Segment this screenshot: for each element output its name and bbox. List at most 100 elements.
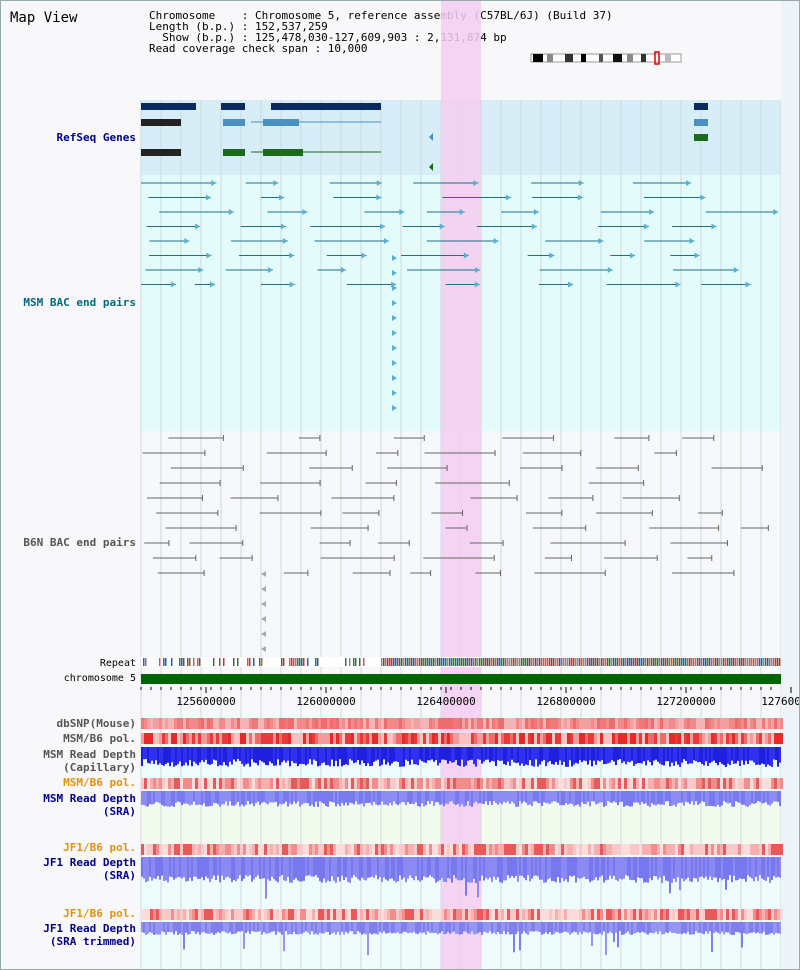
heat-cell bbox=[498, 718, 501, 729]
depth-bar bbox=[533, 747, 535, 767]
heat-cell bbox=[342, 718, 345, 729]
track-label-refseq[interactable]: RefSeq Genes bbox=[56, 131, 136, 144]
depth-bar bbox=[177, 922, 179, 935]
depth-bar bbox=[723, 747, 725, 766]
depth-bar bbox=[583, 857, 585, 877]
track-label-jf1-b6-pol-1[interactable]: JF1/B6 pol. bbox=[63, 841, 136, 854]
msm-bac-end bbox=[643, 223, 649, 230]
depth-bar bbox=[711, 747, 713, 762]
track-label-jf1-depth-trimmed[interactable]: JF1 Read Depth (SRA trimmed) bbox=[43, 922, 136, 948]
track-label-jf1-b6-pol-2[interactable]: JF1/B6 pol. bbox=[63, 907, 136, 920]
depth-bar bbox=[379, 922, 381, 932]
depth-bar bbox=[357, 791, 359, 805]
heat-cell bbox=[594, 733, 597, 744]
depth-bar bbox=[249, 791, 251, 805]
track-label-msm-bac[interactable]: MSM BAC end pairs bbox=[23, 296, 136, 309]
msm-bac-end bbox=[439, 223, 445, 230]
track-label-msm-b6-pol-1[interactable]: MSM/B6 pol. bbox=[63, 732, 136, 745]
heat-cell bbox=[402, 844, 405, 855]
heat-cell bbox=[693, 909, 696, 920]
heat-cell bbox=[393, 733, 396, 744]
heat-cell bbox=[318, 844, 321, 855]
repeat-element bbox=[427, 658, 429, 666]
repeat-element bbox=[413, 658, 415, 666]
depth-bar bbox=[329, 791, 331, 802]
depth-bar bbox=[367, 747, 369, 764]
msm-bac-end bbox=[392, 285, 397, 291]
depth-bar bbox=[763, 791, 765, 804]
heat-cell bbox=[261, 844, 264, 855]
depth-bar bbox=[741, 922, 743, 948]
depth-bar bbox=[603, 922, 605, 932]
repeat-element bbox=[459, 658, 461, 666]
depth-bar bbox=[443, 922, 445, 935]
depth-bar bbox=[707, 791, 709, 806]
heat-cell bbox=[624, 733, 627, 744]
heat-cell bbox=[354, 733, 357, 744]
depth-bar bbox=[327, 922, 329, 932]
track-label-msm-depth-sra[interactable]: MSM Read Depth (SRA) bbox=[43, 792, 136, 818]
depth-bar bbox=[625, 922, 627, 934]
depth-bar bbox=[645, 857, 647, 883]
track-label-jf1-depth-sra[interactable]: JF1 Read Depth (SRA) bbox=[43, 856, 136, 882]
heat-cell bbox=[696, 718, 699, 729]
depth-bar bbox=[307, 922, 309, 933]
heat-cell bbox=[288, 909, 291, 920]
heat-cell bbox=[444, 778, 447, 789]
depth-bar bbox=[195, 857, 197, 877]
depth-bar bbox=[577, 857, 579, 878]
depth-bar bbox=[439, 922, 441, 934]
depth-bar bbox=[321, 857, 323, 883]
repeat-element bbox=[401, 658, 403, 666]
depth-bar bbox=[639, 922, 641, 933]
depth-bar bbox=[569, 747, 571, 761]
depth-bar bbox=[253, 857, 255, 880]
heat-cell bbox=[291, 718, 294, 729]
heat-cell bbox=[315, 844, 318, 855]
heat-cell bbox=[351, 844, 354, 855]
heat-cell bbox=[471, 778, 474, 789]
heat-cell bbox=[549, 844, 552, 855]
track-label-dbsnp[interactable]: dbSNP(Mouse) bbox=[56, 717, 136, 730]
gene-block bbox=[223, 119, 245, 126]
track-label-msm-depth-capillary[interactable]: MSM Read Depth (Capillary) bbox=[43, 748, 136, 774]
depth-bar bbox=[371, 747, 373, 766]
depth-bar bbox=[615, 791, 617, 803]
depth-bar bbox=[759, 857, 761, 876]
depth-bar bbox=[501, 922, 503, 935]
heat-cell bbox=[654, 909, 657, 920]
heat-cell bbox=[210, 778, 213, 789]
repeat-element bbox=[631, 658, 633, 666]
depth-bar bbox=[411, 747, 413, 760]
track-label-msm-b6-pol-2[interactable]: MSM/B6 pol. bbox=[63, 776, 136, 789]
depth-bar bbox=[311, 747, 313, 765]
heat-cell bbox=[603, 778, 606, 789]
depth-bar bbox=[311, 922, 313, 932]
depth-bar bbox=[737, 922, 739, 933]
repeat-element bbox=[503, 658, 505, 666]
track-label-b6n-bac[interactable]: B6N BAC end pairs bbox=[23, 536, 136, 549]
heat-cell bbox=[216, 733, 219, 744]
heat-cell bbox=[777, 778, 780, 789]
heat-cell bbox=[624, 844, 627, 855]
depth-bar bbox=[179, 857, 181, 878]
heat-cell bbox=[426, 909, 429, 920]
depth-bar bbox=[251, 922, 253, 932]
repeat-element bbox=[447, 658, 449, 666]
depth-bar bbox=[715, 857, 717, 878]
heat-cell bbox=[510, 844, 513, 855]
repeat-element bbox=[557, 658, 559, 666]
depth-bar bbox=[577, 791, 579, 805]
repeat-element bbox=[575, 658, 577, 666]
depth-bar bbox=[729, 747, 731, 766]
depth-bar bbox=[273, 747, 275, 766]
depth-bar bbox=[209, 922, 211, 934]
repeat-element bbox=[547, 658, 549, 666]
heat-cell bbox=[327, 778, 330, 789]
heat-cell bbox=[174, 718, 177, 729]
heat-cell bbox=[225, 909, 228, 920]
depth-bar bbox=[491, 791, 493, 806]
region-info: Chromosome : Chromosome 5, reference ass… bbox=[149, 10, 613, 54]
heat-cell bbox=[396, 718, 399, 729]
